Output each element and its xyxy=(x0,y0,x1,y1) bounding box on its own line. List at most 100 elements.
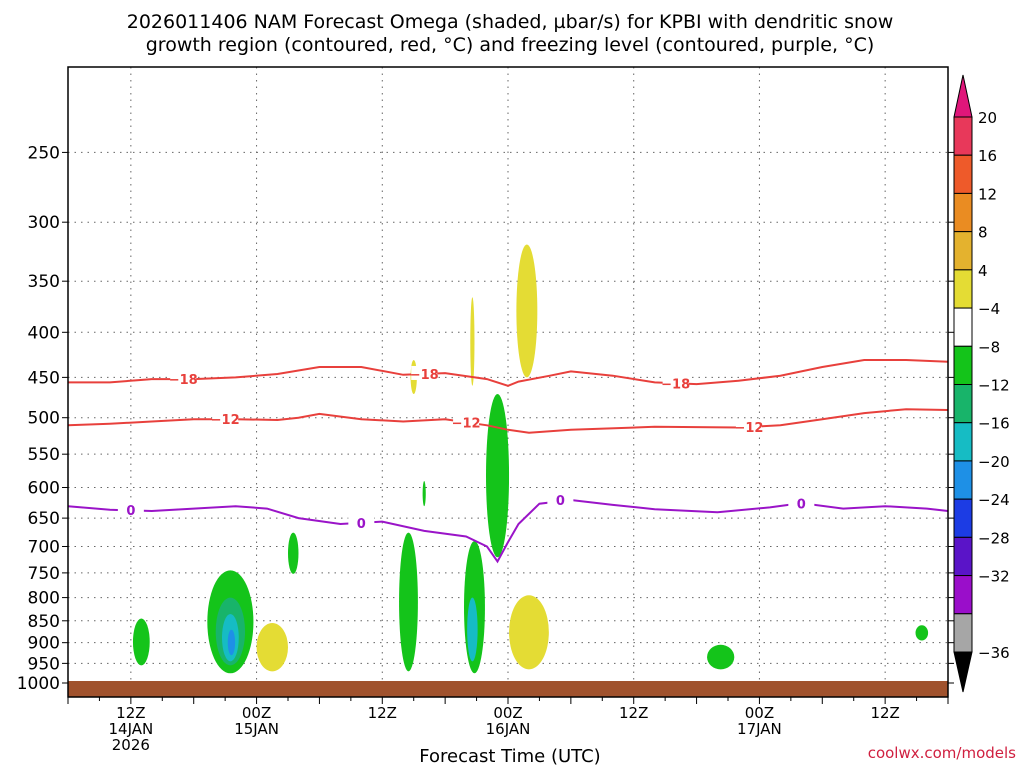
colorbar-arrow-top xyxy=(953,74,973,118)
colorbar-label-5: −4 xyxy=(978,300,1000,318)
contour-label-bg-minus12-2 xyxy=(735,418,762,433)
y-tick-label-700: 700 xyxy=(28,537,60,557)
x-tick-label-66-1: 17JAN xyxy=(737,720,782,738)
colorbar-label-10: −24 xyxy=(978,491,1010,509)
colorbar-arrow-bottom xyxy=(953,651,973,693)
colorbar-label-12: −32 xyxy=(978,568,1010,586)
omega-up-7 xyxy=(486,394,510,558)
y-tick-label-500: 500 xyxy=(28,409,60,429)
watermark: coolwx.com/models xyxy=(868,744,1016,762)
colorbar-swatch-1 xyxy=(953,154,973,194)
contour-label-bg-zero-0 xyxy=(117,501,144,516)
colorbar-label-2: 12 xyxy=(978,185,997,203)
contour-label-minus18-2: −18 xyxy=(661,377,690,392)
contour-minus18 xyxy=(68,359,949,387)
colorbar-swatch-3 xyxy=(953,231,973,271)
y-tick-label-600: 600 xyxy=(28,478,60,498)
colorbar: 20 16 12 8 4 −4 −8 −12 −16 −20 −24 −28 −32 −36 xyxy=(953,74,1010,693)
y-tick-label-750: 750 xyxy=(28,564,60,584)
omega-shading xyxy=(132,244,929,674)
x-tick-label-78-0: 12Z xyxy=(870,704,899,722)
x-tick-label-18-1: 15JAN xyxy=(234,720,279,738)
y-tick-label-1000: 1000 xyxy=(17,674,60,694)
surface-bar xyxy=(68,681,948,697)
y-tick-label-800: 800 xyxy=(28,589,60,609)
contour-label-minus12-1: −12 xyxy=(452,416,481,431)
y-tick-label-250: 250 xyxy=(28,143,60,163)
contour-label-zero-3: 0 xyxy=(797,498,806,513)
x-tick-label-54-0: 12Z xyxy=(619,704,648,722)
colorbar-swatch-7 xyxy=(953,384,973,424)
colorbar-label-1: 16 xyxy=(978,147,997,165)
contour-label-bg-minus12-1 xyxy=(453,414,480,429)
contour-label-bg-zero-1 xyxy=(348,514,375,529)
contour-label-bg-minus18-1 xyxy=(411,365,438,380)
x-tick-label-42-1: 16JAN xyxy=(486,720,531,738)
contour-label-minus12-0: −12 xyxy=(211,413,240,428)
contour-label-bg-zero-2 xyxy=(547,492,574,507)
plot-background xyxy=(68,67,948,697)
y-tick-label-550: 550 xyxy=(28,445,60,465)
y-tick-label-950: 950 xyxy=(28,654,60,674)
contour-label-minus18-0: −18 xyxy=(169,373,198,388)
x-axis-label: Forecast Time (UTC) xyxy=(419,746,600,767)
x-tick-label-6-0: 12Z xyxy=(116,704,145,722)
y-axis: 2503003504004505005506006507007508008509… xyxy=(17,143,954,694)
omega-up-1 xyxy=(132,618,150,666)
x-tick-label-6-1: 14JAN xyxy=(108,720,153,738)
contour-label-zero-0: 0 xyxy=(126,504,135,519)
colorbar-swatch-9 xyxy=(953,460,973,500)
colorbar-label-13: −36 xyxy=(978,644,1010,662)
contour-label-zero-2: 0 xyxy=(556,494,565,509)
x-tick-label-66-0: 00Z xyxy=(745,704,774,722)
colorbar-label-4: 4 xyxy=(978,262,988,280)
contour-label-bg-minus18-0 xyxy=(170,371,197,386)
colorbar-swatch-8 xyxy=(953,422,973,462)
y-tick-label-300: 300 xyxy=(28,213,60,233)
contour-label-bg-zero-3 xyxy=(788,495,815,510)
omega-down-3 xyxy=(470,297,475,386)
colorbar-swatch-10 xyxy=(953,498,973,538)
colorbar-swatch-2 xyxy=(953,192,973,233)
colorbar-swatch-6 xyxy=(953,345,973,385)
contour-label-minus18-1: −18 xyxy=(410,368,439,383)
omega-up-9 xyxy=(915,625,929,641)
colorbar-swatch-12 xyxy=(953,575,973,615)
colorbar-swatch-11 xyxy=(953,536,973,577)
contour-label-bg-minus18-2 xyxy=(662,375,689,390)
colorbar-label-0: 20 xyxy=(978,109,997,127)
contour-label-minus12-2: −12 xyxy=(734,421,763,436)
colorbar-swatch-13 xyxy=(953,613,973,653)
y-tick-label-450: 450 xyxy=(28,368,60,388)
colorbar-label-3: 8 xyxy=(978,224,988,242)
contour-label-bg-minus12-0 xyxy=(212,411,239,426)
y-tick-label-850: 850 xyxy=(28,612,60,632)
omega-up-8 xyxy=(707,644,735,670)
y-tick-label-350: 350 xyxy=(28,272,60,292)
colorbar-swatch-4 xyxy=(953,269,973,309)
x-tick-label-42-0: 00Z xyxy=(493,704,522,722)
contour-lines: −18 −18 −18 −12 −12 −12 0 0 0 0 xyxy=(67,359,949,564)
colorbar-swatch-0 xyxy=(953,116,973,156)
x-tick-label-6-2: 2026 xyxy=(112,736,150,754)
omega-down-5 xyxy=(509,595,549,670)
contour-label-zero-1: 0 xyxy=(357,517,366,532)
colorbar-label-8: −16 xyxy=(978,415,1010,433)
colorbar-swatch-5 xyxy=(953,307,973,347)
chart-title-line1: 2026011406 NAM Forecast Omega (shaded, µ… xyxy=(127,11,894,33)
y-tick-label-650: 650 xyxy=(28,509,60,529)
y-tick-label-400: 400 xyxy=(28,323,60,343)
omega-up-3 xyxy=(288,532,299,574)
y-tick-label-900: 900 xyxy=(28,634,60,654)
omega-down-4 xyxy=(516,244,538,378)
omega-up-2-core-blue xyxy=(227,629,236,656)
chart-title-line2: growth region (contoured, red, °C) and f… xyxy=(146,34,875,56)
plot-area: −18 −18 −18 −12 −12 −12 0 0 0 0 xyxy=(67,66,949,698)
omega-up-6-core xyxy=(467,597,478,662)
colorbar-label-9: −20 xyxy=(978,453,1010,471)
colorbar-label-6: −8 xyxy=(978,338,1000,356)
omega-up-4 xyxy=(399,532,418,672)
x-tick-label-30-0: 12Z xyxy=(368,704,397,722)
